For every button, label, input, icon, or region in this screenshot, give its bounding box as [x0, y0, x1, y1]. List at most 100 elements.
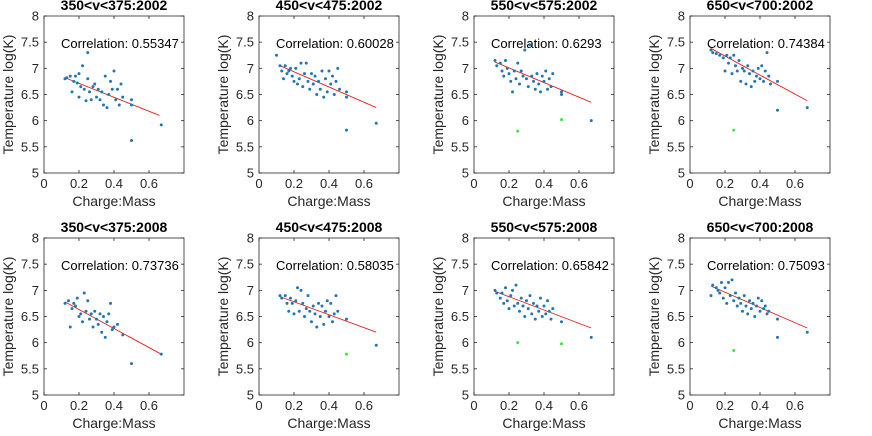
- data-point: [320, 69, 324, 73]
- data-point: [751, 69, 755, 73]
- data-point: [739, 79, 743, 83]
- data-point: [760, 64, 764, 68]
- data-point: [159, 352, 163, 356]
- data-point: [107, 312, 111, 316]
- data-point: [723, 286, 727, 290]
- data-point: [79, 312, 83, 316]
- data-point: [709, 48, 713, 52]
- data-point: [308, 309, 312, 313]
- data-point: [523, 315, 527, 318]
- subplot-title: 650<v<700:2008: [707, 219, 814, 235]
- data-point: [728, 294, 732, 298]
- data-point: [116, 87, 119, 91]
- data-point: [299, 61, 303, 65]
- y-tick-label: 7: [462, 283, 469, 298]
- correlation-annotation: Correlation: 0.73736: [61, 258, 179, 273]
- data-point: [318, 315, 322, 318]
- data-point: [130, 139, 133, 143]
- outlier-point: [516, 341, 520, 345]
- x-tick-label: 0.2: [285, 176, 303, 191]
- x-tick-label: 0.6: [570, 176, 588, 191]
- data-point: [89, 98, 93, 102]
- data-point: [493, 288, 497, 292]
- data-point: [320, 304, 324, 308]
- data-point: [86, 299, 90, 303]
- data-point: [304, 61, 308, 65]
- data-point: [546, 299, 549, 303]
- y-tick-label: 8: [678, 9, 685, 24]
- data-point: [72, 301, 76, 305]
- x-tick-label: 0.4: [105, 176, 123, 191]
- y-tick-label: 6.5: [236, 309, 254, 324]
- data-point: [756, 296, 760, 300]
- data-point: [98, 98, 102, 102]
- y-axis-label: Temperature log(K): [646, 257, 662, 377]
- x-tick-label: 0: [40, 398, 47, 413]
- data-point: [282, 77, 285, 81]
- data-point: [502, 74, 506, 78]
- y-axis-label: Temperature log(K): [430, 35, 446, 155]
- data-point: [336, 66, 340, 70]
- data-point: [549, 317, 553, 321]
- data-point: [512, 69, 516, 73]
- data-point: [121, 333, 125, 337]
- data-point: [287, 69, 291, 73]
- data-point: [280, 296, 284, 300]
- fit-line: [64, 77, 160, 116]
- data-point: [551, 72, 555, 76]
- data-point: [495, 64, 499, 68]
- data-point: [130, 98, 133, 102]
- data-point: [551, 307, 555, 311]
- data-point: [711, 51, 715, 55]
- data-point: [718, 53, 722, 57]
- data-point: [560, 93, 563, 96]
- data-point: [753, 79, 757, 83]
- y-tick-label: 6: [462, 335, 469, 350]
- data-point: [289, 66, 292, 70]
- y-tick-label: 7.5: [667, 257, 685, 272]
- data-point: [159, 123, 163, 127]
- data-point: [763, 304, 767, 308]
- data-point: [725, 301, 729, 305]
- y-tick-label: 5: [247, 166, 254, 181]
- data-point: [519, 296, 523, 300]
- data-point: [345, 128, 348, 132]
- data-point: [296, 286, 299, 290]
- x-axis-label: Charge:Mass: [502, 415, 585, 431]
- data-point: [91, 85, 95, 89]
- x-tick-label: 0.4: [105, 398, 123, 413]
- data-point: [776, 335, 779, 339]
- x-tick-label: 0.4: [320, 176, 338, 191]
- y-tick-label: 8: [462, 9, 469, 24]
- data-point: [102, 103, 105, 107]
- data-point: [287, 309, 291, 313]
- data-point: [98, 312, 102, 316]
- data-point: [96, 87, 100, 91]
- data-point: [498, 296, 502, 300]
- data-point: [535, 304, 539, 308]
- data-point: [88, 90, 91, 94]
- data-point: [504, 286, 507, 290]
- y-tick-label: 6: [462, 113, 469, 128]
- data-point: [525, 77, 528, 81]
- data-point: [751, 301, 755, 305]
- y-tick-label: 8: [678, 231, 685, 246]
- y-tick-label: 5: [247, 388, 254, 403]
- data-point: [327, 315, 331, 318]
- data-point: [509, 294, 513, 298]
- data-point: [711, 283, 715, 287]
- data-point: [540, 315, 544, 318]
- data-point: [519, 69, 523, 73]
- data-point: [88, 317, 91, 321]
- data-point: [306, 294, 310, 298]
- data-point: [511, 288, 514, 292]
- data-point: [721, 296, 725, 300]
- data-point: [311, 82, 315, 86]
- data-point: [110, 87, 114, 91]
- data-point: [289, 296, 292, 300]
- data-point: [292, 312, 296, 316]
- y-tick-label: 7: [462, 61, 469, 76]
- y-tick-label: 6: [678, 335, 685, 350]
- y-tick-label: 5: [32, 388, 39, 403]
- data-point: [331, 320, 334, 324]
